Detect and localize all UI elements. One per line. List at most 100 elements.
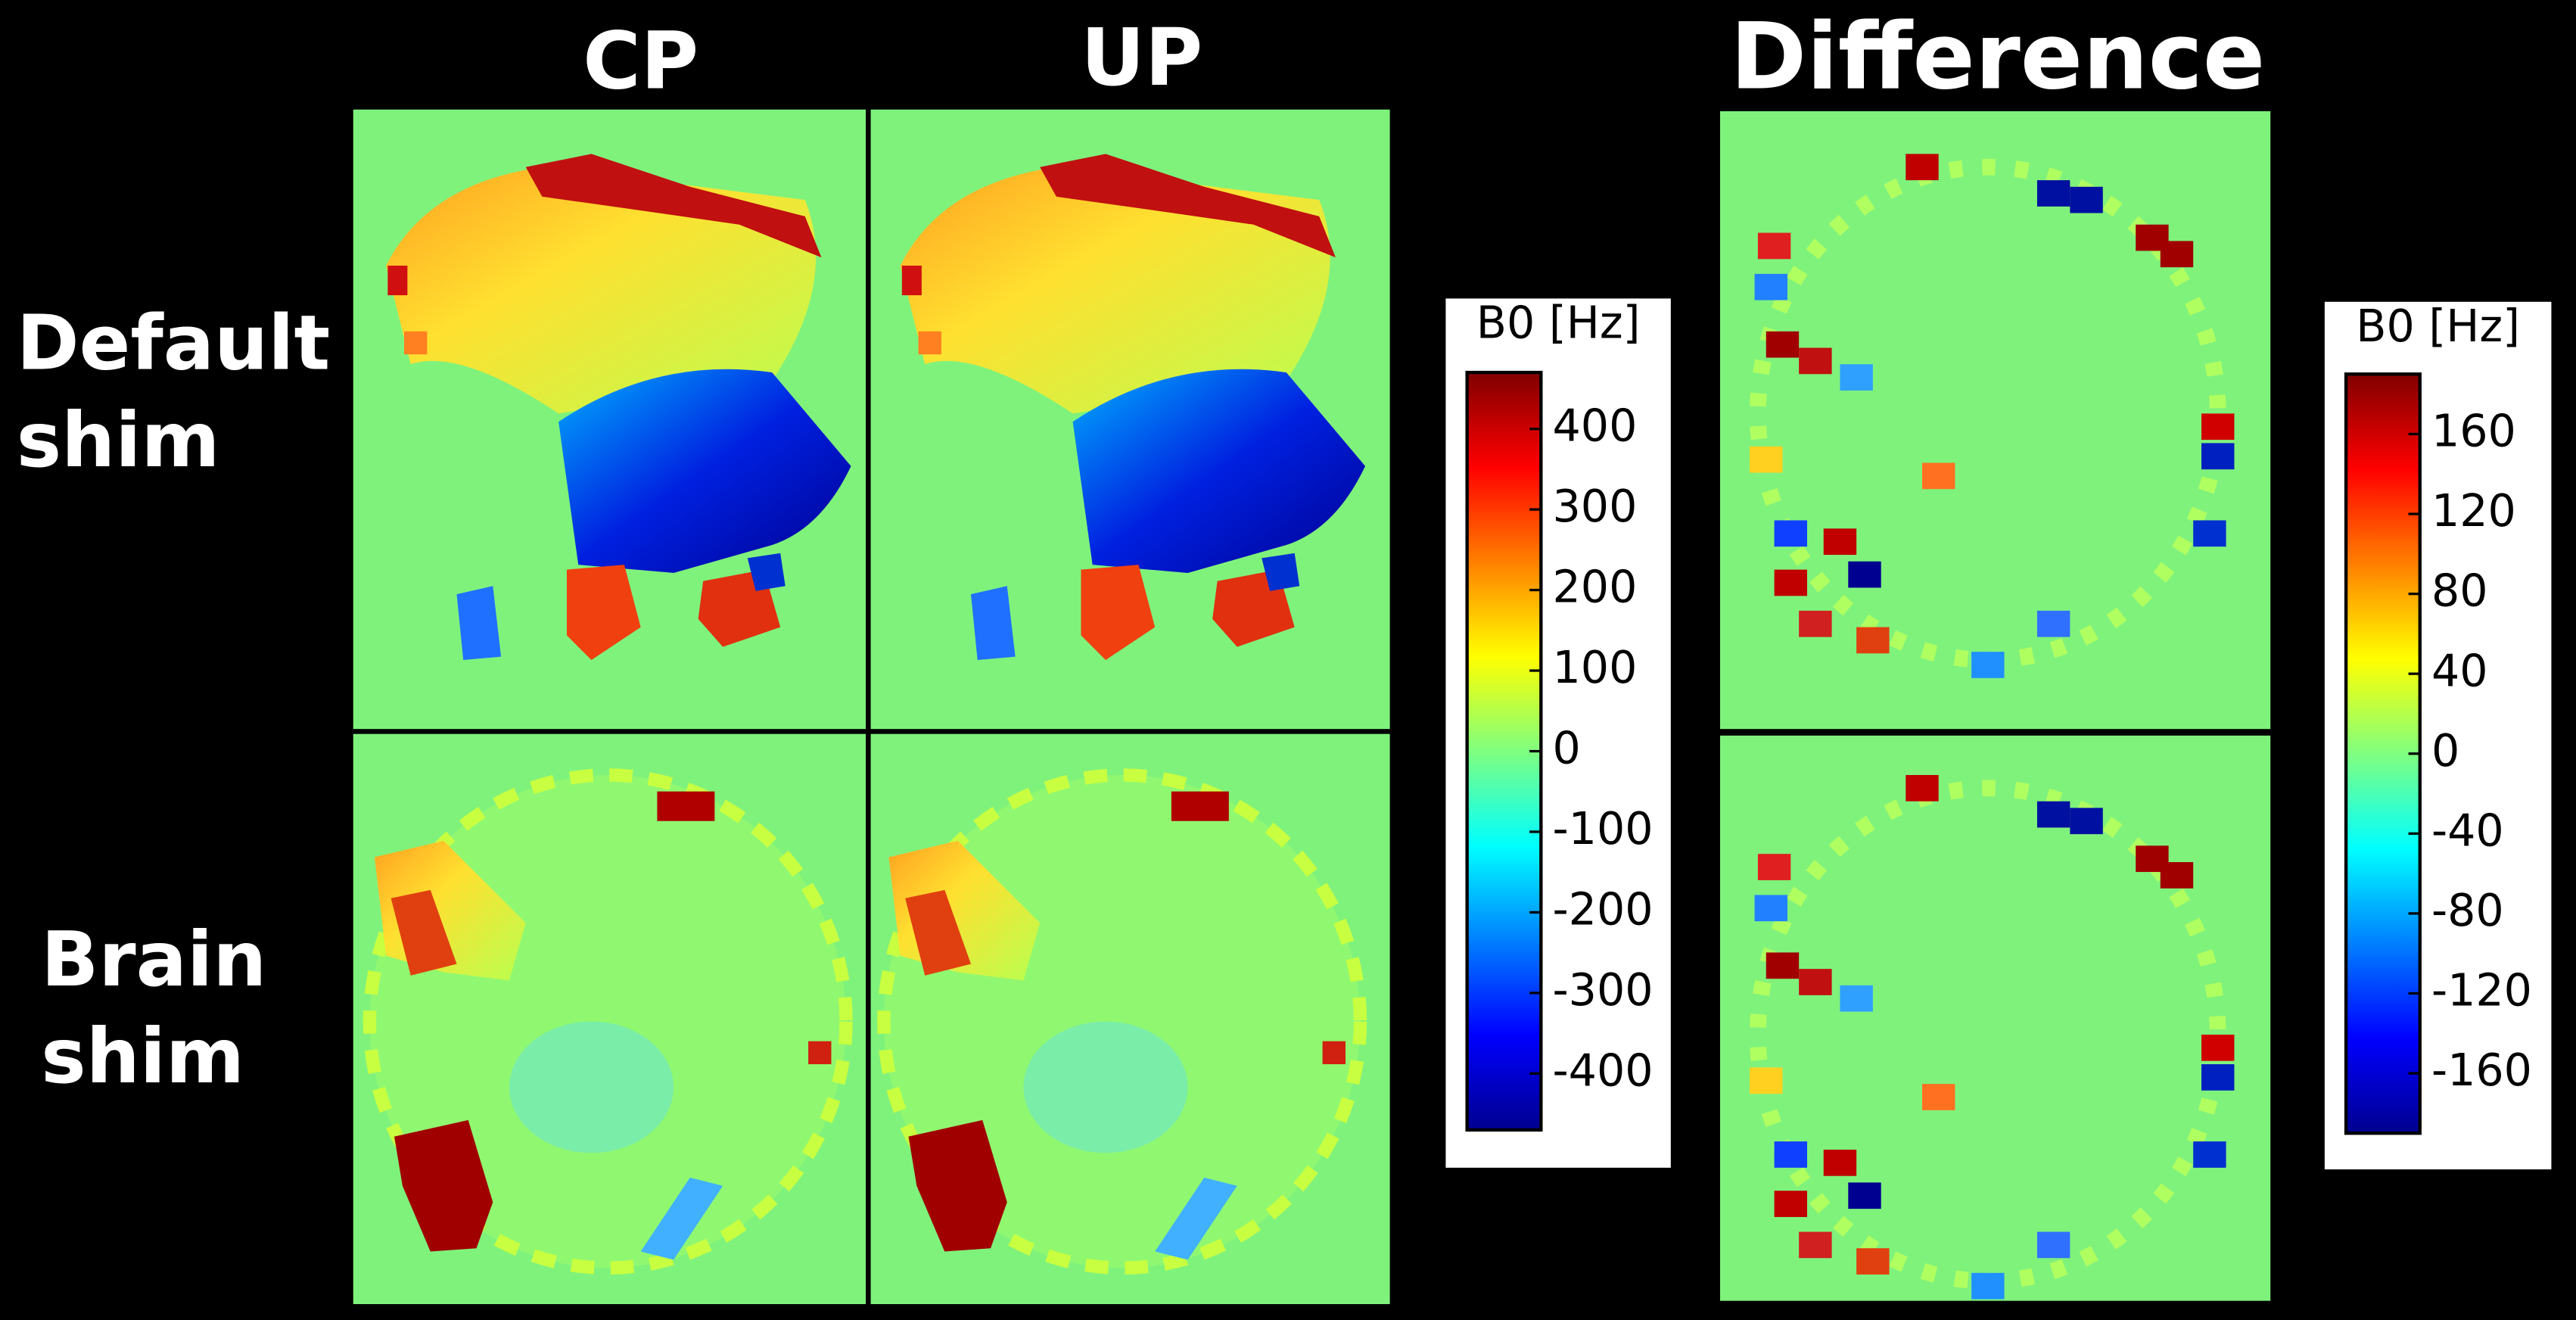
colorbar-tick-label: 40 <box>2431 645 2488 696</box>
colorbar-tick-label: 300 <box>1553 481 1638 532</box>
column-header: UP <box>1081 11 1202 104</box>
field-region <box>509 1021 674 1153</box>
field-region <box>747 553 786 591</box>
field-region <box>1766 331 1800 358</box>
field-region <box>1322 1041 1346 1065</box>
colorbar-tick-label: 400 <box>1553 400 1638 452</box>
field-region <box>2036 1231 2070 1259</box>
field-region <box>1750 446 1783 473</box>
field-region <box>1799 347 1832 375</box>
column-header: CP <box>583 15 698 107</box>
field-region <box>1081 565 1156 660</box>
field-region <box>1774 1191 1808 1217</box>
field-region <box>2036 801 2070 828</box>
field-region <box>2160 241 2194 268</box>
field-region <box>1921 1084 1955 1110</box>
field-region <box>1155 1177 1237 1260</box>
field-region <box>387 265 408 296</box>
row-label: shim <box>41 1012 244 1101</box>
field-region <box>640 1177 723 1260</box>
field-region <box>1971 652 2005 678</box>
row-label: shim <box>17 396 220 484</box>
field-region <box>1856 627 1890 654</box>
field-region <box>1750 1067 1783 1094</box>
difference-map <box>1750 154 2235 678</box>
field-region <box>1171 791 1229 821</box>
field-region <box>456 586 502 660</box>
colorbar-tick-label: -400 <box>1553 1044 1654 1096</box>
field-region <box>1823 528 1857 556</box>
field-region <box>1799 610 1832 637</box>
field-region <box>390 889 457 976</box>
colorbar-tick-label: -80 <box>2431 885 2504 936</box>
map-panel <box>1719 735 2271 1301</box>
field-region <box>918 331 941 355</box>
default-shim-map <box>386 154 851 660</box>
colorbar-tick-label: -120 <box>2431 965 2532 1016</box>
field-region <box>908 1119 1007 1252</box>
colorbar-tick-label: -40 <box>2431 805 2504 856</box>
field-region <box>1757 854 1791 880</box>
row-label: Default <box>17 299 331 388</box>
field-region <box>558 369 851 573</box>
field-region <box>2201 1034 2235 1061</box>
field-region <box>1856 1248 1890 1275</box>
field-region <box>1971 1272 2005 1300</box>
colorbar-tick-label: 100 <box>1553 642 1638 693</box>
field-region <box>1023 1021 1188 1153</box>
field-region <box>1757 232 1791 260</box>
field-region <box>1766 952 1800 979</box>
brain-shim-map <box>362 768 853 1275</box>
colorbar-tick-label: 160 <box>2431 406 2516 457</box>
field-region <box>2036 610 2070 637</box>
field-region <box>2201 1064 2235 1091</box>
field-region <box>901 265 922 296</box>
field-region <box>1906 774 1939 802</box>
field-region <box>1848 561 1881 588</box>
field-region <box>2193 1141 2226 1168</box>
field-region <box>525 154 822 258</box>
field-region <box>1840 364 1873 391</box>
field-region <box>2201 443 2235 470</box>
colorbar-tick-label: 0 <box>1553 723 1581 774</box>
field-region <box>2160 862 2194 889</box>
field-region <box>1040 154 1336 258</box>
field-region <box>1262 553 1300 591</box>
field-region <box>657 791 715 821</box>
colorbar-tick-label: -200 <box>1553 884 1654 936</box>
colorbar-label: B0 [Hz] <box>2356 300 2520 352</box>
field-region <box>971 586 1016 660</box>
colorbar-tick-label: 80 <box>2431 565 2488 617</box>
field-region <box>1774 520 1808 547</box>
field-maps <box>353 109 2271 1304</box>
field-region <box>2070 808 2103 835</box>
field-region <box>1799 969 1832 995</box>
field-region <box>808 1041 832 1065</box>
field-region <box>2201 413 2235 441</box>
field-region <box>394 1119 493 1252</box>
field-region <box>566 565 641 660</box>
field-region <box>1848 1182 1881 1209</box>
colorbar-tick-label: 200 <box>1553 562 1638 613</box>
colorbar-tick-label: -300 <box>1553 964 1654 1016</box>
field-region <box>2036 180 2070 207</box>
field-region <box>1774 1141 1808 1168</box>
colorbar-tick-label: -160 <box>2431 1044 2532 1096</box>
field-region <box>1906 154 1939 181</box>
field-region <box>1774 569 1808 596</box>
field-region <box>2070 186 2103 213</box>
field-region <box>2193 520 2226 547</box>
field-region <box>1754 895 1787 922</box>
colorbar-tick-label: 120 <box>2431 485 2516 537</box>
colorbar-tick-label: 0 <box>2431 725 2459 777</box>
column-header: Difference <box>1730 3 2265 111</box>
colorbar <box>2344 372 2422 1135</box>
field-region <box>1799 1231 1832 1259</box>
field-region <box>386 167 817 414</box>
field-region <box>1754 273 1787 300</box>
row-label: Brain <box>41 915 266 1004</box>
colorbar-label: B0 [Hz] <box>1476 297 1641 349</box>
